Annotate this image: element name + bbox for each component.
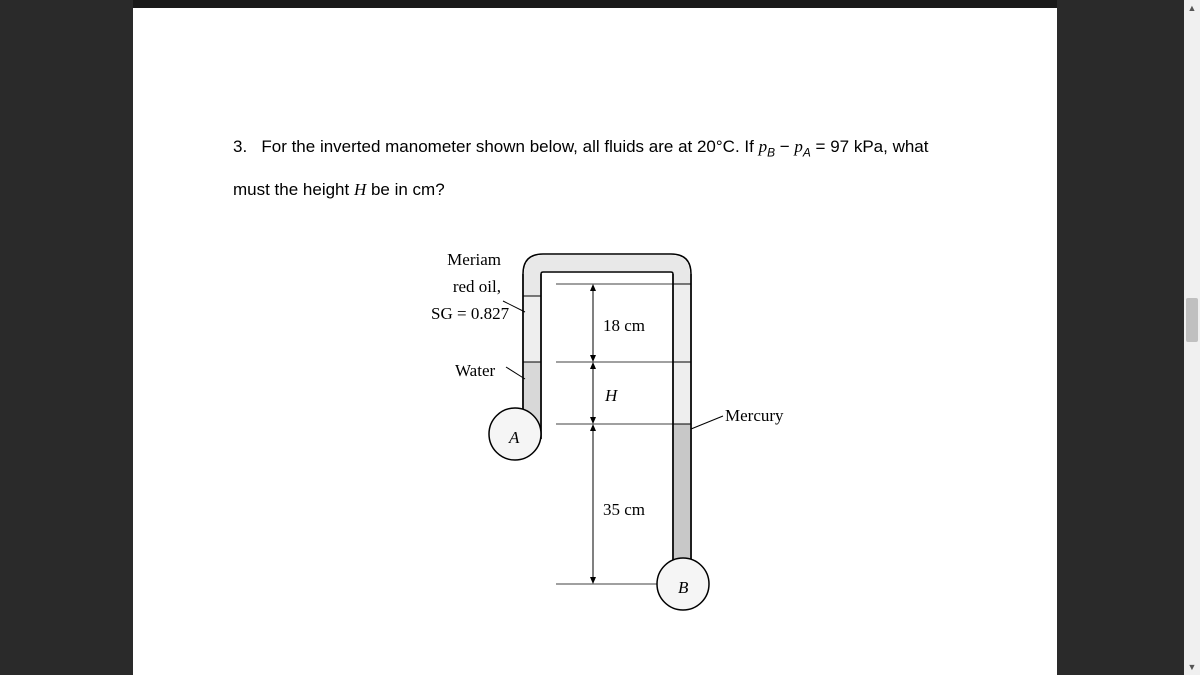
var-pA: p — [794, 137, 803, 156]
oil-label-line3: SG = 0.827 — [431, 300, 501, 327]
var-H: H — [354, 180, 366, 199]
water-label: Water — [455, 357, 495, 384]
content-area: 3. For the inverted manometer shown belo… — [133, 8, 1057, 664]
document-page: 3. For the inverted manometer shown belo… — [133, 0, 1057, 675]
oil-label: Meriam red oil, SG = 0.827 — [431, 246, 501, 328]
bulb-B-label: B — [678, 574, 688, 601]
minus-sign: − — [775, 137, 794, 156]
problem-number: 3. — [233, 137, 247, 156]
dim-H: H — [605, 382, 617, 409]
problem-text-2: must the height — [233, 180, 354, 199]
manometer-diagram: Meriam red oil, SG = 0.827 Water Mercury… — [393, 244, 993, 644]
scrollbar-thumb[interactable] — [1186, 298, 1198, 342]
equals-text: = 97 kPa, what — [811, 137, 929, 156]
oil-label-line2: red oil, — [431, 273, 501, 300]
problem-text-1: For the inverted manometer shown below, … — [261, 137, 758, 156]
dim-35cm: 35 cm — [603, 496, 645, 523]
sub-A: A — [803, 145, 811, 159]
sub-B: B — [767, 145, 775, 159]
mercury-label: Mercury — [725, 402, 784, 429]
problem-text-2b: be in cm? — [366, 180, 444, 199]
var-pB: p — [759, 137, 768, 156]
problem-statement: 3. For the inverted manometer shown belo… — [233, 133, 957, 204]
oil-label-line1: Meriam — [431, 246, 501, 273]
dim-18cm: 18 cm — [603, 312, 645, 339]
scrollbar-track[interactable]: ▲ ▼ — [1184, 0, 1200, 675]
scroll-down-arrow[interactable]: ▼ — [1184, 659, 1200, 675]
scroll-up-arrow[interactable]: ▲ — [1184, 0, 1200, 16]
bulb-A-label: A — [509, 424, 519, 451]
